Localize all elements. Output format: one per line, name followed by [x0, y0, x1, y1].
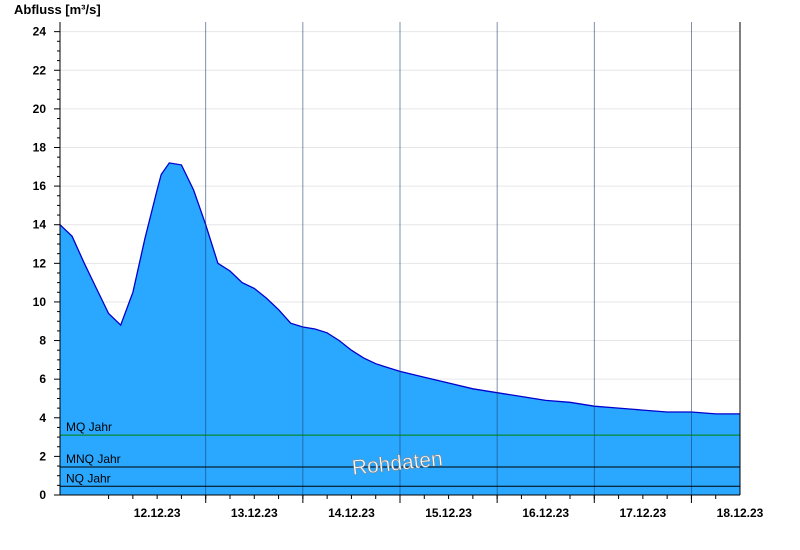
x-tick-label: 17.12.23 — [619, 506, 666, 520]
y-tick-label: 20 — [33, 102, 47, 116]
tick-labels-layer: 12.12.23 13.12.23 14.12.23 15.12.23 16.12.23… — [33, 25, 764, 520]
axes-layer — [54, 22, 741, 503]
area-layer — [59, 162, 740, 495]
area-fill — [60, 162, 740, 495]
y-tick-label: 16 — [33, 179, 47, 193]
x-tick-label: 16.12.23 — [522, 506, 569, 520]
y-tick-label: 22 — [33, 63, 47, 77]
x-tick-label: 13.12.23 — [231, 506, 278, 520]
x-tick-label: 15.12.23 — [425, 506, 472, 520]
y-tick-label: 0 — [39, 488, 46, 502]
reference-lines-layer: MQ Jahr MNQ Jahr NQ Jahr — [60, 420, 740, 487]
x-tick-label: 14.12.23 — [328, 506, 375, 520]
y-tick-label: 10 — [33, 295, 47, 309]
y-tick-label: 24 — [33, 25, 47, 39]
y-axis-title: Abfluss [m³/s] — [14, 2, 101, 17]
reference-line-label: MQ Jahr — [66, 420, 112, 434]
series-line — [59, 162, 740, 415]
y-tick-label: 18 — [33, 140, 47, 154]
y-tick-label: 14 — [33, 218, 47, 232]
reference-line-label: NQ Jahr — [66, 471, 111, 485]
reference-line-label: MNQ Jahr — [66, 452, 121, 466]
y-tick-label: 12 — [33, 256, 47, 270]
x-tick-label: 18.12.23 — [717, 506, 764, 520]
y-tick-label: 6 — [39, 372, 46, 386]
x-tick-label: 12.12.23 — [134, 506, 181, 520]
day-lines-layer — [205, 22, 692, 495]
y-tick-label: 2 — [39, 449, 46, 463]
y-tick-label: 4 — [39, 411, 46, 425]
y-tick-label: 8 — [39, 334, 46, 348]
